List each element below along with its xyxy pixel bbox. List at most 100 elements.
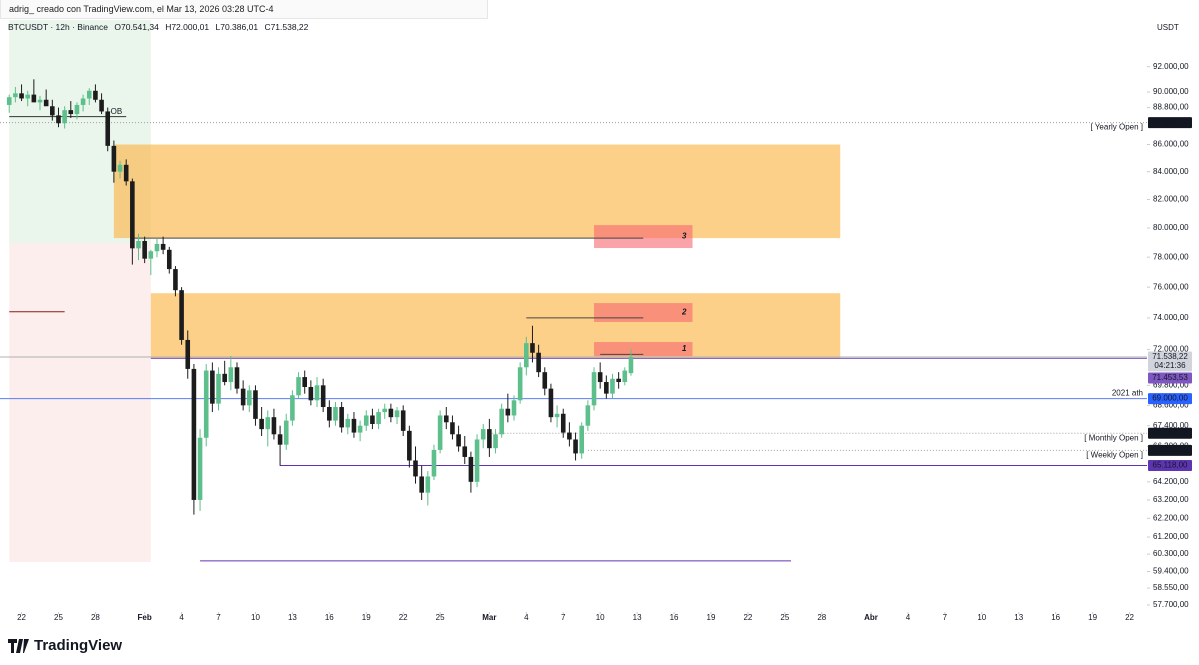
candle-body (80, 98, 86, 105)
x-tick-label: 13 (1014, 613, 1023, 622)
x-tick-label: 13 (633, 613, 642, 622)
candle-body (560, 413, 566, 433)
y-tick-label: 80.000,00 (1153, 223, 1189, 232)
ohlc-close: C71.538,22 (264, 22, 309, 32)
y-tick-label: 59.400,00 (1153, 567, 1189, 576)
x-tick-label: Mar (482, 613, 496, 622)
y-tick-label: 60.300,00 (1153, 549, 1189, 558)
candle-body (154, 243, 160, 252)
zone (150, 293, 841, 360)
level-label: [ Yearly Open ] (1091, 123, 1143, 132)
candle-body (542, 372, 548, 389)
target-label: 1 (682, 344, 687, 353)
candle-body (622, 370, 628, 383)
ohlc-high: H72.000,01 (165, 22, 210, 32)
candle-body (616, 378, 621, 383)
candle-body (604, 382, 609, 394)
candle-body (203, 370, 209, 438)
candle-body (413, 460, 418, 477)
candle-body (210, 370, 215, 404)
x-tick-label: 7 (943, 613, 948, 622)
x-tick-label: 4 (179, 613, 184, 622)
candle-body (628, 356, 634, 374)
candle-body (431, 449, 437, 477)
y-tick-label: 63.200,00 (1153, 495, 1189, 504)
x-tick-label: 19 (362, 613, 371, 622)
x-tick-label: 25 (436, 613, 445, 622)
candle-body (234, 367, 240, 389)
price-badge-label: 65.118,00 (1153, 461, 1189, 470)
price-badge-label: 71.538,22 (1152, 352, 1188, 361)
candle-body (536, 352, 541, 373)
candle-body (437, 415, 443, 450)
candle-body (86, 90, 92, 99)
price-badge-label: 66.963,08 (1152, 428, 1188, 437)
candle-body (357, 425, 363, 433)
x-tick-label: 22 (1125, 613, 1134, 622)
price-badge (1148, 459, 1192, 471)
candle-body (327, 407, 332, 421)
x-tick-label: 16 (670, 613, 679, 622)
candle-body (62, 110, 67, 124)
candle-body (314, 385, 320, 401)
candle-body (259, 418, 264, 430)
price-axis-bg (1147, 0, 1199, 625)
price-badge-label: 65.971,20 (1152, 446, 1188, 455)
candle-body (160, 243, 166, 250)
candle-body (283, 420, 289, 445)
candle-body (216, 373, 221, 404)
candle-body (247, 390, 252, 406)
candle-body (253, 390, 258, 419)
price-badge (1148, 372, 1192, 384)
candle-body (179, 290, 184, 340)
x-tick-label: 22 (743, 613, 752, 622)
x-tick-label: 10 (596, 613, 605, 622)
candle-body (265, 417, 271, 430)
candle-body (93, 90, 98, 100)
candle-body (6, 97, 12, 105)
candle-body (345, 418, 351, 428)
candle-body (173, 269, 178, 291)
brand: TradingView (8, 637, 122, 654)
x-tick-label: 28 (817, 613, 826, 622)
candle-body (579, 425, 585, 454)
x-tick-label: 25 (780, 613, 789, 622)
price-badge (1148, 444, 1192, 456)
level-label: [ Weekly Open ] (1086, 451, 1143, 460)
candle-body (197, 437, 203, 500)
candle-body (597, 372, 603, 383)
candle-body (191, 368, 197, 500)
candle-body (388, 408, 394, 418)
candle-body (548, 388, 554, 418)
brand-icon (8, 638, 29, 653)
candle-body (25, 94, 31, 99)
candle-body (499, 408, 504, 435)
candle-body (382, 408, 388, 413)
price-badge (1148, 351, 1192, 372)
price-badge-label: 69.000,00 (1152, 394, 1188, 403)
candle-body (37, 99, 43, 103)
candle-body (148, 251, 154, 259)
legend: BTCUSDT · 12h · Binance O70.541,34 H72.0… (8, 22, 312, 32)
countdown: 04:21:36 (1154, 361, 1186, 370)
price-badge-label: 71.453,53 (1152, 373, 1188, 382)
x-tick-label: 7 (561, 613, 566, 622)
brand-name: TradingView (34, 637, 123, 654)
candle-body (567, 432, 572, 440)
candle-body (468, 456, 474, 482)
candle-body (394, 410, 400, 418)
x-tick-label: 16 (325, 613, 334, 622)
y-tick-label: 72.000,00 (1153, 345, 1189, 354)
candle-body (123, 164, 129, 182)
candle-body (320, 385, 326, 408)
candle-body (111, 145, 117, 172)
level-label: -OB (108, 107, 122, 116)
candle-body (573, 439, 578, 454)
candle-body (554, 413, 560, 418)
y-tick-label: 62.200,00 (1153, 513, 1189, 522)
candle-body (296, 377, 301, 396)
zone (113, 144, 841, 239)
candle-body (456, 434, 461, 447)
candle-body (517, 367, 523, 401)
symbol: BTCUSDT · 12h · Binance (8, 22, 108, 32)
